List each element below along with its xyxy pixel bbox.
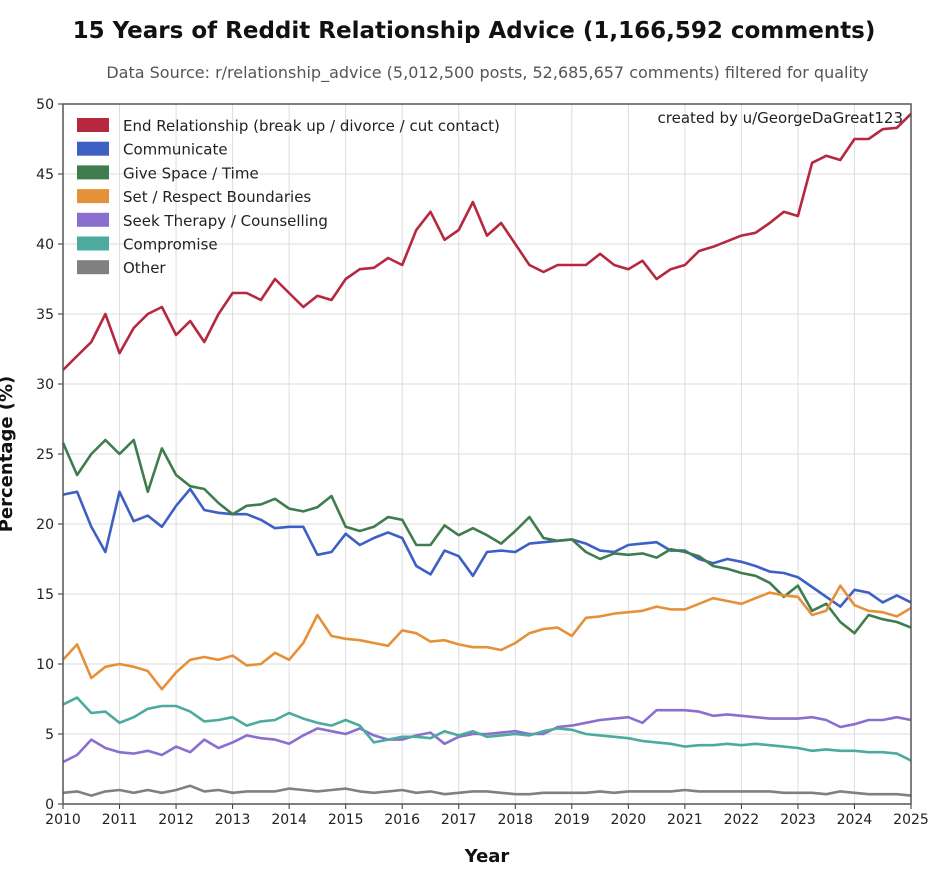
y-tick-label: 50 — [36, 97, 54, 113]
x-tick-label: 2017 — [441, 812, 477, 828]
x-tick-label: 2013 — [215, 812, 251, 828]
x-tick-label: 2019 — [554, 812, 590, 828]
legend-label-3: Give Space / Time — [123, 164, 259, 182]
x-tick-label: 2014 — [271, 812, 307, 828]
x-tick-label: 2015 — [328, 812, 364, 828]
legend-swatch-4 — [77, 189, 109, 204]
x-tick-label: 2012 — [158, 812, 194, 828]
x-tick-label: 2011 — [102, 812, 138, 828]
series-line-2 — [62, 487, 912, 608]
legend-swatch-5 — [77, 212, 109, 227]
legend-label-5: Seek Therapy / Counselling — [123, 212, 328, 230]
legend-label-7: Other — [123, 259, 166, 277]
x-tick-label: 2016 — [384, 812, 420, 828]
y-tick-label: 25 — [36, 447, 54, 463]
legend-label-1: End Relationship (break up / divorce / c… — [123, 117, 500, 135]
legend-swatch-3 — [77, 165, 109, 180]
x-axis-label: Year — [464, 846, 510, 867]
legend-label-2: Communicate — [123, 141, 228, 159]
legend-label-6: Compromise — [123, 236, 218, 254]
y-tick-label: 10 — [36, 657, 54, 673]
x-tick-label: 2020 — [611, 812, 647, 828]
x-tick-label: 2021 — [667, 812, 703, 828]
legend-swatch-2 — [77, 141, 109, 156]
y-tick-label: 40 — [36, 237, 54, 253]
series-line-7 — [62, 784, 912, 797]
series-line-6 — [62, 696, 912, 762]
series-line-4 — [62, 584, 912, 691]
chart-subtitle: Data Source: r/relationship_advice (5,01… — [106, 63, 869, 82]
y-tick-label: 20 — [36, 517, 54, 533]
y-tick-label: 15 — [36, 587, 54, 603]
legend-swatch-1 — [77, 118, 109, 132]
x-tick-label: 2024 — [837, 812, 873, 828]
y-tick-label: 30 — [36, 377, 54, 393]
x-tick-label: 2025 — [893, 812, 929, 828]
chart-title: 15 Years of Reddit Relationship Advice (… — [72, 18, 876, 44]
plot-frame — [62, 103, 912, 805]
y-tick-label: 0 — [45, 797, 54, 813]
series-line-3 — [61, 438, 912, 635]
legend-label-4: Set / Respect Boundaries — [123, 188, 311, 206]
legend-swatch-6 — [77, 236, 109, 251]
y-tick-label: 35 — [36, 307, 54, 323]
series-line-5 — [62, 708, 912, 764]
x-tick-label: 2010 — [45, 812, 81, 828]
series-line-1 — [62, 112, 912, 371]
creator-annotation: created by u/GeorgeDaGreat123 — [658, 109, 903, 127]
y-tick-label: 45 — [36, 167, 54, 183]
y-tick-label: 5 — [45, 727, 54, 743]
y-axis-label: Percentage (%) — [0, 376, 17, 533]
x-tick-label: 2023 — [780, 812, 816, 828]
legend-swatch-7 — [77, 260, 109, 275]
x-tick-label: 2018 — [497, 812, 533, 828]
x-tick-label: 2022 — [724, 812, 760, 828]
